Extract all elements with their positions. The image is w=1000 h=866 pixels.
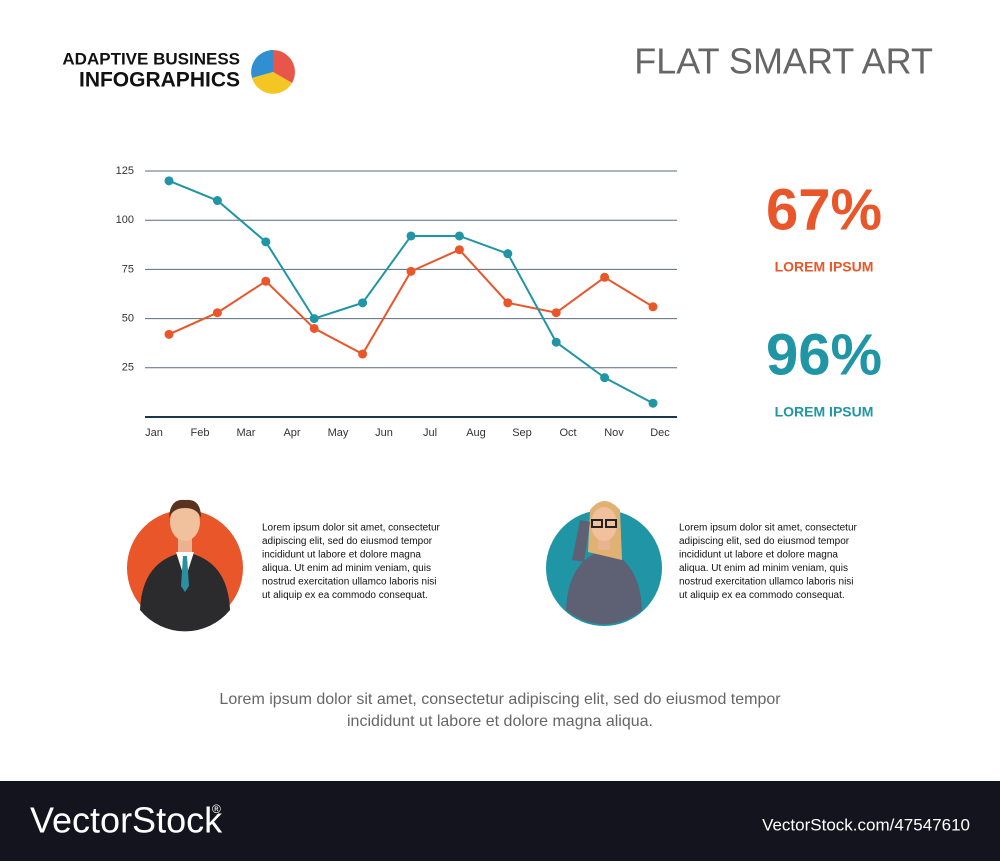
data-point bbox=[309, 323, 319, 333]
stat-value: 96% bbox=[766, 322, 882, 387]
person-text: nostrud exercitation ullamco laboris nis… bbox=[679, 577, 854, 588]
person-text: nostrud exercitation ullamco laboris nis… bbox=[262, 577, 437, 588]
page-title: FLAT SMART ART bbox=[634, 41, 933, 82]
x-tick-label: Jan bbox=[145, 427, 163, 439]
x-tick-label: Oct bbox=[559, 427, 576, 439]
x-tick-label: Jul bbox=[423, 427, 437, 439]
stat-value: 67% bbox=[766, 177, 882, 242]
brand-line: ADAPTIVE BUSINESS bbox=[62, 49, 240, 68]
people-texts: Lorem ipsum dolor sit amet, consectetur a… bbox=[262, 523, 858, 602]
x-tick-label: Apr bbox=[283, 427, 300, 439]
watermark-brand: VectorStock bbox=[30, 800, 223, 841]
y-tick-label: 50 bbox=[122, 313, 134, 325]
data-point bbox=[454, 245, 464, 255]
person-text: Lorem ipsum dolor sit amet, consectetur bbox=[262, 523, 441, 534]
data-point bbox=[261, 276, 271, 286]
y-tick-label: 100 bbox=[116, 214, 134, 226]
data-point bbox=[600, 373, 610, 383]
data-point bbox=[454, 231, 464, 241]
person-text: incididunt ut labore et dolore magna bbox=[679, 550, 838, 561]
data-point bbox=[309, 314, 319, 324]
stats: 67% LOREM IPSUM 96% LOREM IPSUM bbox=[766, 177, 882, 419]
data-point bbox=[164, 329, 174, 339]
x-tick-label: Aug bbox=[466, 427, 486, 439]
watermark-bar bbox=[0, 781, 1000, 861]
data-point bbox=[551, 308, 561, 318]
data-point bbox=[358, 298, 368, 308]
person-text: ut aliquip ex ea commodo consequat. bbox=[679, 590, 845, 601]
y-tick-label: 75 bbox=[122, 263, 134, 275]
x-tick-label: Jun bbox=[375, 427, 393, 439]
chart: 25 50 75 100 125 Jan Feb Mar Apr May Jun Jul Aug Sep O… bbox=[116, 165, 677, 439]
data-point bbox=[212, 308, 222, 318]
watermark-id: VectorStock.com/47547610 bbox=[762, 815, 970, 834]
data-point bbox=[648, 302, 658, 312]
person-text: aliqua. Ut enim ad minim veniam, quis bbox=[679, 563, 848, 574]
data-point bbox=[551, 337, 561, 347]
stat-label: LOREM IPSUM bbox=[775, 259, 874, 275]
person-text: aliqua. Ut enim ad minim veniam, quis bbox=[262, 563, 431, 574]
x-tick-label: Nov bbox=[604, 427, 624, 439]
data-point bbox=[600, 272, 610, 282]
data-point bbox=[406, 231, 416, 241]
data-point bbox=[212, 196, 222, 206]
person-text: adipiscing elit, sed do eiusmod tempor bbox=[262, 536, 433, 547]
data-point bbox=[503, 298, 513, 308]
person-avatar bbox=[546, 501, 662, 626]
footer-line: Lorem ipsum dolor sit amet, consectetur … bbox=[219, 691, 781, 708]
data-point bbox=[406, 266, 416, 276]
y-tick-label: 25 bbox=[122, 362, 134, 374]
x-tick-label: Mar bbox=[237, 427, 256, 439]
data-point bbox=[261, 237, 271, 247]
data-point bbox=[358, 349, 368, 359]
x-tick-label: Feb bbox=[191, 427, 210, 439]
brand-logo bbox=[251, 50, 295, 94]
x-tick-label: Sep bbox=[512, 427, 532, 439]
x-tick-label: Dec bbox=[650, 427, 670, 439]
person-text: ut aliquip ex ea commodo consequat. bbox=[262, 590, 428, 601]
brand-line: INFOGRAPHICS bbox=[79, 69, 240, 92]
data-point bbox=[648, 398, 658, 408]
person-text: adipiscing elit, sed do eiusmod tempor bbox=[679, 536, 850, 547]
person-avatar bbox=[127, 499, 243, 632]
x-tick-label: May bbox=[328, 427, 349, 439]
data-point bbox=[503, 249, 513, 259]
stat-label: LOREM IPSUM bbox=[775, 404, 874, 420]
person-text: incididunt ut labore et dolore magna bbox=[262, 550, 421, 561]
footer-line: incididunt ut labore et dolore magna ali… bbox=[347, 713, 653, 730]
watermark-reg: ® bbox=[212, 802, 221, 816]
y-tick-label: 125 bbox=[116, 165, 134, 177]
person-text: Lorem ipsum dolor sit amet, consectetur bbox=[679, 523, 858, 534]
data-point bbox=[164, 176, 174, 186]
footer-text: Lorem ipsum dolor sit amet, consectetur … bbox=[219, 691, 781, 730]
